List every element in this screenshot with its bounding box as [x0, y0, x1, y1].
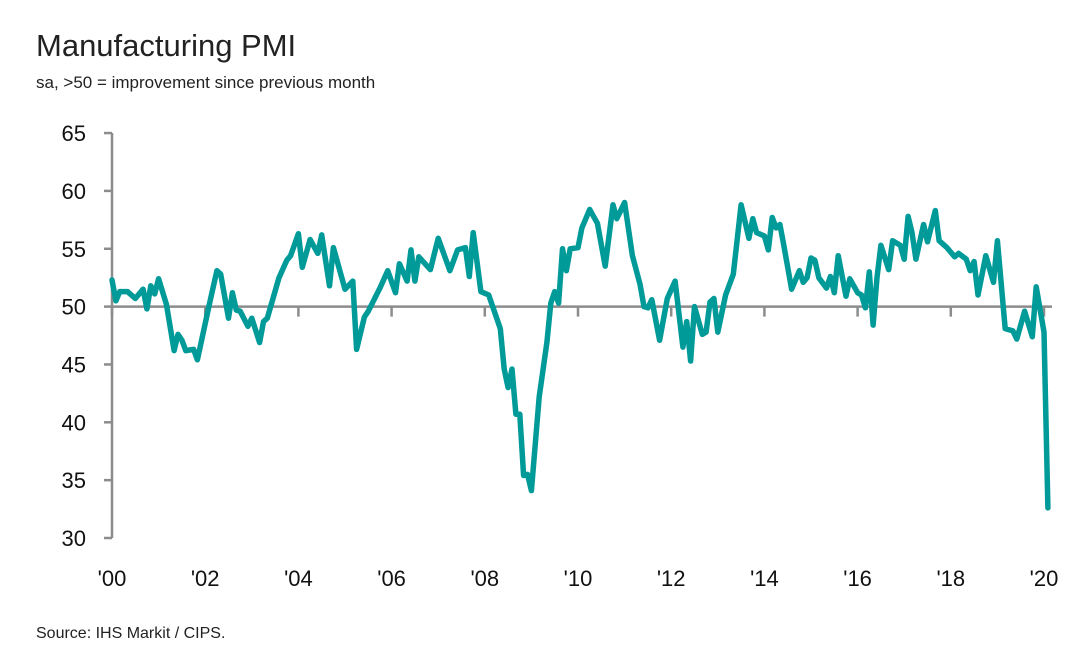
y-tick-label: 30: [62, 526, 86, 551]
x-tick-label: '06: [377, 566, 406, 591]
y-tick-label: 35: [62, 468, 86, 493]
pmi-series-line: [109, 199, 1051, 511]
x-tick-label: '12: [657, 566, 686, 591]
x-tick-label: '14: [750, 566, 779, 591]
x-tick-label: '16: [843, 566, 872, 591]
x-tick-label: '10: [564, 566, 593, 591]
y-tick-label: 45: [62, 352, 86, 377]
x-tick-label: '08: [470, 566, 499, 591]
y-tick-label: 55: [62, 237, 86, 262]
x-tick-label: '04: [284, 566, 313, 591]
y-tick-label: 50: [62, 295, 86, 320]
y-tick-label: 40: [62, 410, 86, 435]
chart-title: Manufacturing PMI: [36, 28, 296, 63]
chart-subtitle: sa, >50 = improvement since previous mon…: [36, 73, 375, 92]
x-tick-label: '18: [936, 566, 965, 591]
x-tick-label: '00: [98, 566, 127, 591]
x-tick-label: '20: [1030, 566, 1059, 591]
source-note: Source: IHS Markit / CIPS.: [36, 625, 225, 642]
series-group: [109, 199, 1051, 511]
x-tick-label: '02: [191, 566, 220, 591]
axes: 30 35 40 45 50 55 60 65 '00 '02 '04 '06 '08 '10 '12 '14…: [62, 121, 1059, 591]
y-tick-label: 65: [62, 121, 86, 146]
y-tick-label: 60: [62, 179, 86, 204]
